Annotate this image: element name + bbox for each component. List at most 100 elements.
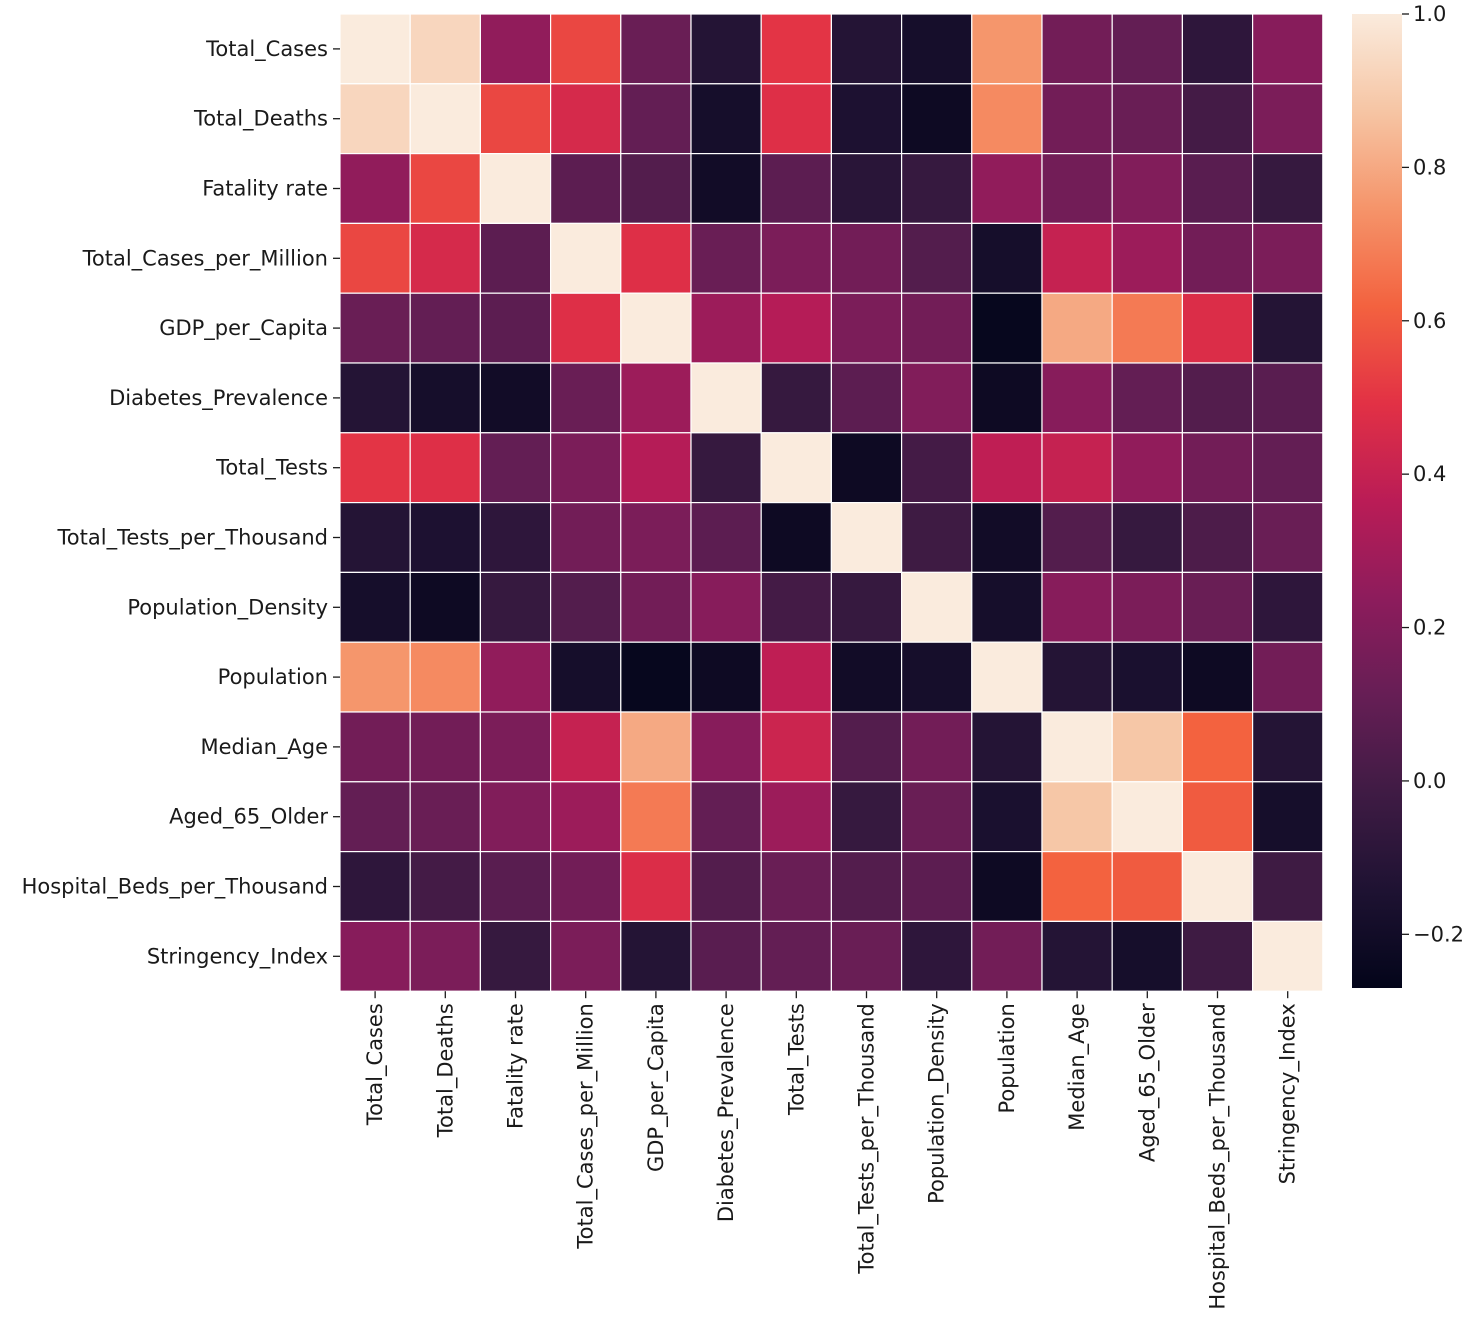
heatmap-cell-total-tests-per-thousand-x-population-density [900, 502, 973, 574]
colorbar: 1.0 0.8 0.6 0.4 0.2 0.0 −0.2 [1352, 2, 1464, 988]
heatmap-cell-total-tests-x-population [971, 432, 1043, 504]
heatmap-cell-stringency-index-x-population-density [900, 920, 973, 992]
heatmap-cell-population-x-population-density [900, 641, 973, 713]
heatmap-cell-total-deaths-x-total-cases-per-million [549, 83, 622, 155]
heatmap-cell-total-tests-per-thousand-x-total-tests-per-thousand [830, 502, 903, 574]
colorbar-tick-label: 0.6 [1413, 309, 1446, 333]
colorbar-gradient [1352, 14, 1402, 988]
heatmap-cell-aged-65-older-x-total-deaths [409, 781, 482, 853]
heatmap-cell-total-cases-per-million-x-total-deaths [409, 222, 482, 294]
heatmap-cell-population-density-x-population-density [900, 571, 973, 643]
heatmap-cell-fatality-rate-x-population [971, 153, 1043, 225]
heatmap-cell-total-cases-x-aged-65-older [1111, 13, 1183, 85]
heatmap-cell-stringency-index-x-total-deaths [409, 920, 482, 992]
heatmap-cell-hospital-beds-per-thousand-x-stringency-index [1251, 850, 1324, 922]
column-label-fatality-rate: Fatality rate [504, 1003, 528, 1129]
heatmap-cell-total-tests-x-fatality-rate [479, 432, 552, 504]
heatmap-cell-fatality-rate-x-median-age [1041, 153, 1113, 225]
heatmap-cell-population-x-stringency-index [1251, 641, 1324, 713]
heatmap-cell-fatality-rate-x-aged-65-older [1111, 153, 1183, 225]
heatmap-cell-total-tests-x-aged-65-older [1111, 432, 1183, 504]
heatmap-cell-population-x-total-tests-per-thousand [830, 641, 903, 713]
heatmap-cell-total-cases-per-million-x-total-tests [760, 222, 833, 294]
heatmap-cell-fatality-rate-x-total-tests [760, 153, 833, 225]
heatmap-cell-total-tests-x-total-cases-per-million [549, 432, 622, 504]
heatmap-cell-total-cases-per-million-x-total-cases-per-million [549, 222, 622, 294]
heatmap-cell-hospital-beds-per-thousand-x-total-tests [760, 850, 833, 922]
heatmap-cell-aged-65-older-x-hospital-beds-per-thousand [1181, 781, 1254, 853]
heatmap-cell-population-density-x-gdp-per-capita [620, 571, 692, 643]
heatmap-cell-stringency-index-x-population [971, 920, 1043, 992]
heatmap-cell-total-tests-per-thousand-x-total-tests [760, 502, 833, 574]
heatmap-cell-diabetes-prevalence-x-diabetes-prevalence [690, 362, 762, 434]
heatmap-cell-population-density-x-total-cases [339, 571, 411, 643]
heatmap-cell-population-density-x-population [971, 571, 1043, 643]
column-label-population: Population [995, 1003, 1019, 1113]
heatmap-cell-total-cases-per-million-x-gdp-per-capita [620, 222, 692, 294]
heatmap-cell-fatality-rate-x-total-cases-per-million [549, 153, 622, 225]
row-label-median-age: Median_Age [201, 735, 329, 760]
heatmap-cell-population-density-x-total-deaths [409, 571, 482, 643]
heatmap-cell-stringency-index-x-gdp-per-capita [620, 920, 692, 992]
heatmap-cell-total-tests-per-thousand-x-total-cases-per-million [549, 502, 622, 574]
heatmap-cell-median-age-x-population [971, 711, 1043, 783]
heatmap-cell-population-density-x-diabetes-prevalence [690, 571, 762, 643]
row-label-total-cases: Total_Cases [205, 37, 328, 62]
colorbar-tick-label: 1.0 [1413, 2, 1446, 26]
heatmap-cell-hospital-beds-per-thousand-x-population [971, 850, 1043, 922]
heatmap-cell-fatality-rate-x-total-cases [339, 153, 411, 225]
heatmap-cell-gdp-per-capita-x-diabetes-prevalence [690, 292, 762, 364]
heatmap-cell-total-deaths-x-total-deaths [409, 83, 482, 155]
heatmap-cell-aged-65-older-x-diabetes-prevalence [690, 781, 762, 853]
heatmap-cell-hospital-beds-per-thousand-x-total-deaths [409, 850, 482, 922]
heatmap-cell-median-age-x-fatality-rate [479, 711, 552, 783]
heatmap-cells [339, 13, 1324, 992]
heatmap-cell-diabetes-prevalence-x-total-deaths [409, 362, 482, 434]
heatmap-cell-diabetes-prevalence-x-total-cases [339, 362, 411, 434]
heatmap-cell-aged-65-older-x-total-cases [339, 781, 411, 853]
heatmap-cell-population-x-total-tests [760, 641, 833, 713]
heatmap-cell-total-cases-per-million-x-total-cases [339, 222, 411, 294]
heatmap-cell-total-tests-per-thousand-x-stringency-index [1251, 502, 1324, 574]
heatmap-cell-aged-65-older-x-total-tests-per-thousand [830, 781, 903, 853]
heatmap-cell-total-tests-x-stringency-index [1251, 432, 1324, 504]
heatmap-cell-median-age-x-gdp-per-capita [620, 711, 692, 783]
heatmap-cell-stringency-index-x-diabetes-prevalence [690, 920, 762, 992]
heatmap-cell-total-tests-per-thousand-x-population [971, 502, 1043, 574]
heatmap-cell-total-cases-per-million-x-population [971, 222, 1043, 294]
heatmap-cell-stringency-index-x-stringency-index [1251, 920, 1324, 992]
heatmap-cell-total-tests-per-thousand-x-aged-65-older [1111, 502, 1183, 574]
heatmap-cell-total-tests-x-population-density [900, 432, 973, 504]
heatmap-cell-hospital-beds-per-thousand-x-hospital-beds-per-thousand [1181, 850, 1254, 922]
heatmap-cell-population-x-total-deaths [409, 641, 482, 713]
heatmap-cell-fatality-rate-x-hospital-beds-per-thousand [1181, 153, 1254, 225]
heatmap-cell-hospital-beds-per-thousand-x-total-cases [339, 850, 411, 922]
heatmap-cell-diabetes-prevalence-x-stringency-index [1251, 362, 1324, 434]
heatmap-cell-stringency-index-x-total-tests [760, 920, 833, 992]
colorbar-tick-label: −0.2 [1413, 922, 1464, 946]
heatmap-cell-hospital-beds-per-thousand-x-gdp-per-capita [620, 850, 692, 922]
heatmap-cell-total-tests-per-thousand-x-total-deaths [409, 502, 482, 574]
row-label-population-density: Population_Density [127, 595, 328, 620]
colorbar-tick-label: 0.8 [1413, 155, 1446, 179]
heatmap-cell-diabetes-prevalence-x-population-density [900, 362, 973, 434]
heatmap-cell-hospital-beds-per-thousand-x-aged-65-older [1111, 850, 1183, 922]
heatmap-cell-total-cases-per-million-x-hospital-beds-per-thousand [1181, 222, 1254, 294]
heatmap-cell-total-cases-per-million-x-fatality-rate [479, 222, 552, 294]
heatmap-cell-total-deaths-x-total-tests [760, 83, 833, 155]
heatmap-cell-total-tests-per-thousand-x-fatality-rate [479, 502, 552, 574]
heatmap-cell-gdp-per-capita-x-total-deaths [409, 292, 482, 364]
row-label-hospital-beds-per-thousand: Hospital_Beds_per_Thousand [22, 875, 328, 900]
heatmap-cell-total-cases-per-million-x-stringency-index [1251, 222, 1324, 294]
heatmap-cell-aged-65-older-x-population-density [900, 781, 973, 853]
heatmap-cell-gdp-per-capita-x-total-tests [760, 292, 833, 364]
row-label-total-deaths: Total_Deaths [193, 107, 328, 132]
heatmap-cell-total-cases-x-gdp-per-capita [620, 13, 692, 85]
row-label-stringency-index: Stringency_Index [147, 944, 328, 969]
heatmap-cell-median-age-x-stringency-index [1251, 711, 1324, 783]
heatmap-cell-stringency-index-x-total-tests-per-thousand [830, 920, 903, 992]
heatmap-cell-diabetes-prevalence-x-gdp-per-capita [620, 362, 692, 434]
heatmap-cell-total-tests-x-total-tests [760, 432, 833, 504]
heatmap-cell-diabetes-prevalence-x-aged-65-older [1111, 362, 1183, 434]
heatmap-cell-population-density-x-hospital-beds-per-thousand [1181, 571, 1254, 643]
